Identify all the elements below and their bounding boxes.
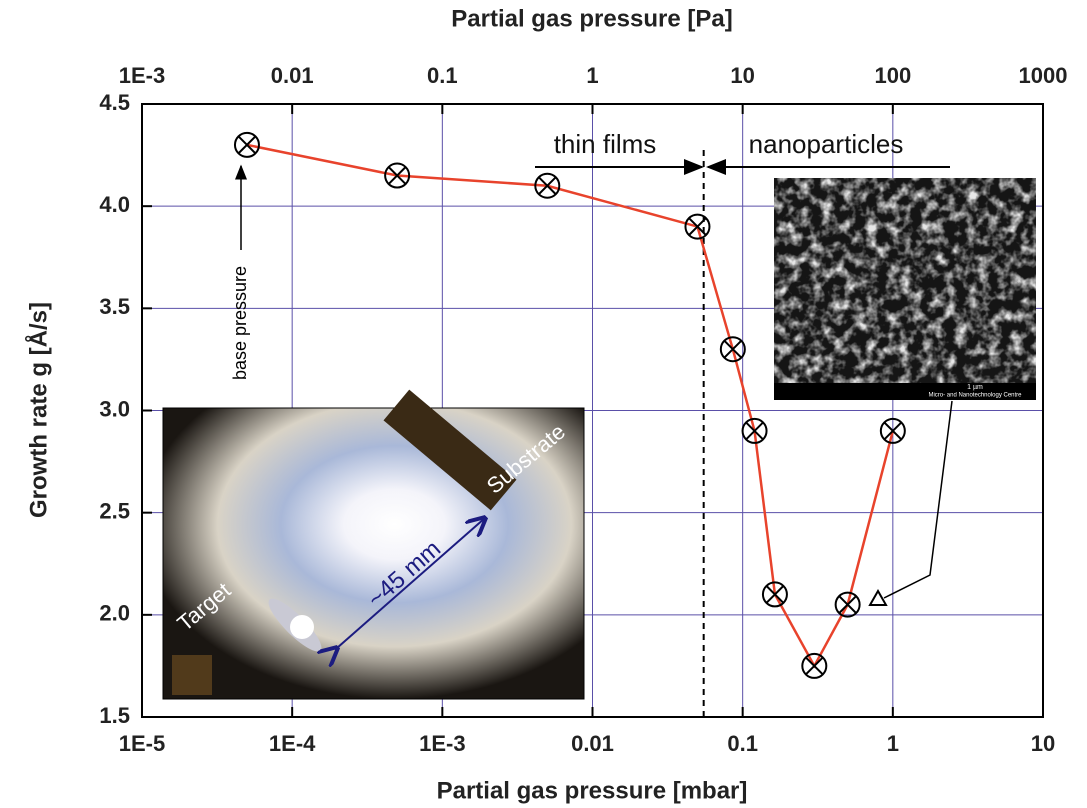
x-tick-label: 1 [887,731,899,756]
data-point [685,215,709,239]
y-tick-label: 4.5 [99,90,130,115]
x2-tick-label: 100 [874,63,911,88]
x2-axis-title: Partial gas pressure [Pa] [451,5,732,32]
y-tick-label: 3.5 [99,294,130,319]
x-tick-label: 1E-3 [419,731,465,756]
x-tick-label: 1E-4 [269,731,316,756]
photo-inset: Target Substrate ~45 mm [163,390,584,699]
x2-tick-label: 1000 [1019,63,1068,88]
y-tick-label: 2.5 [99,498,130,523]
sem-inset: 1 µm Micro- and Nanotechnology Centre [774,178,1036,400]
chart: Target Substrate ~45 mm 1 µm Micro- and … [0,0,1087,808]
x2-tick-label: 10 [730,63,754,88]
x2-tick-label: 1 [586,63,598,88]
sem-footer: Micro- and Nanotechnology Centre [928,393,1022,399]
x-tick-label: 0.1 [727,731,758,756]
nanoparticles-label: nanoparticles [749,129,904,159]
y-axis-title: Growth rate g [Å/s] [24,302,52,518]
sample-marker [870,591,886,605]
y-tick-label: 3.0 [99,396,130,421]
x2-tick-label: 0.01 [271,63,314,88]
y-tick-label: 4.0 [99,192,130,217]
data-point [235,133,259,157]
x2-tick-label: 0.1 [427,63,458,88]
y-tick-label: 2.0 [99,601,130,626]
base-pressure-label: base pressure [230,266,250,380]
point-cross [724,341,741,358]
data-point [721,337,745,361]
point-cross [689,218,706,235]
x-axis-title: Partial gas pressure [mbar] [437,777,748,804]
x-tick-label: 0.01 [571,731,614,756]
data-point [802,654,826,678]
point-cross [839,596,856,613]
y-tick-label: 1.5 [99,703,130,728]
x2-tick-label: 1E-3 [119,63,165,88]
thin-films-label: thin films [554,129,657,159]
x-tick-label: 10 [1031,731,1055,756]
x-tick-label: 1E-5 [119,731,165,756]
data-point [836,593,860,617]
scale-bar-label: 1 µm [967,384,983,391]
point-cross [806,657,823,674]
